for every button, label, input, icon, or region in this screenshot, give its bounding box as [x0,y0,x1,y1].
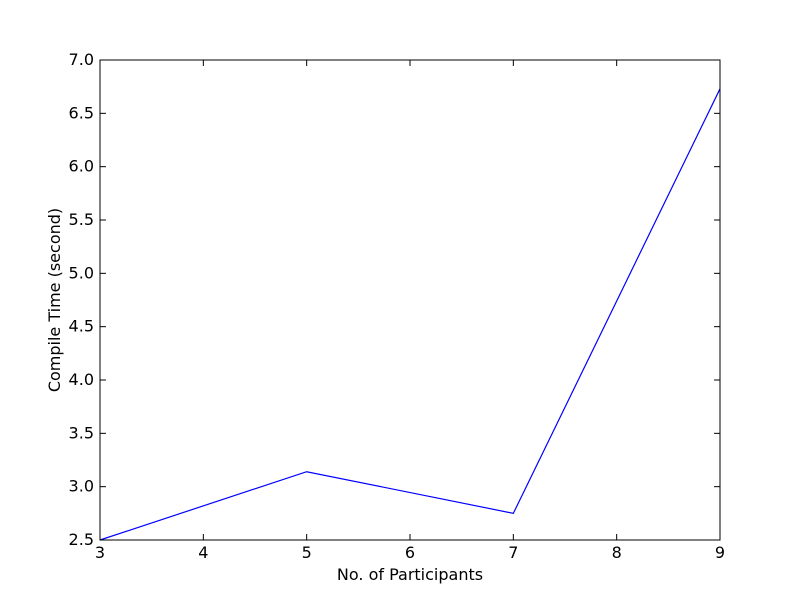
y-tick-label: 5.5 [69,210,94,229]
y-tick-label: 3.0 [69,477,94,496]
x-axis-title: No. of Participants [337,565,483,584]
series-line [99,88,721,541]
y-axis-title: Compile Time (second) [45,208,64,392]
y-tick-label: 5.0 [69,263,94,282]
x-tick-label: 7 [508,543,518,562]
y-tick-label: 4.5 [69,317,94,336]
y-tick-label: 3.5 [69,423,94,442]
y-tick-label: 7.0 [69,50,94,69]
series-layer [99,88,721,541]
y-tick-label: 6.5 [69,103,94,122]
x-tick-label: 6 [405,543,415,562]
y-tick-label: 6.0 [69,157,94,176]
x-tick-label: 4 [198,543,208,562]
x-tick-label: 8 [612,543,622,562]
x-tick-label: 9 [715,543,725,562]
plot-frame [99,59,721,541]
x-tick-label: 5 [302,543,312,562]
ticks-layer: 3 4 5 6 7 8 9 2.5 3.0 3.5 4.0 4.5 5.0 5.5 6.0 6.5 7.0 [69,50,726,562]
x-tick-label: 3 [95,543,105,562]
y-tick-label: 4.0 [69,370,94,389]
y-tick-label: 2.5 [69,530,94,549]
